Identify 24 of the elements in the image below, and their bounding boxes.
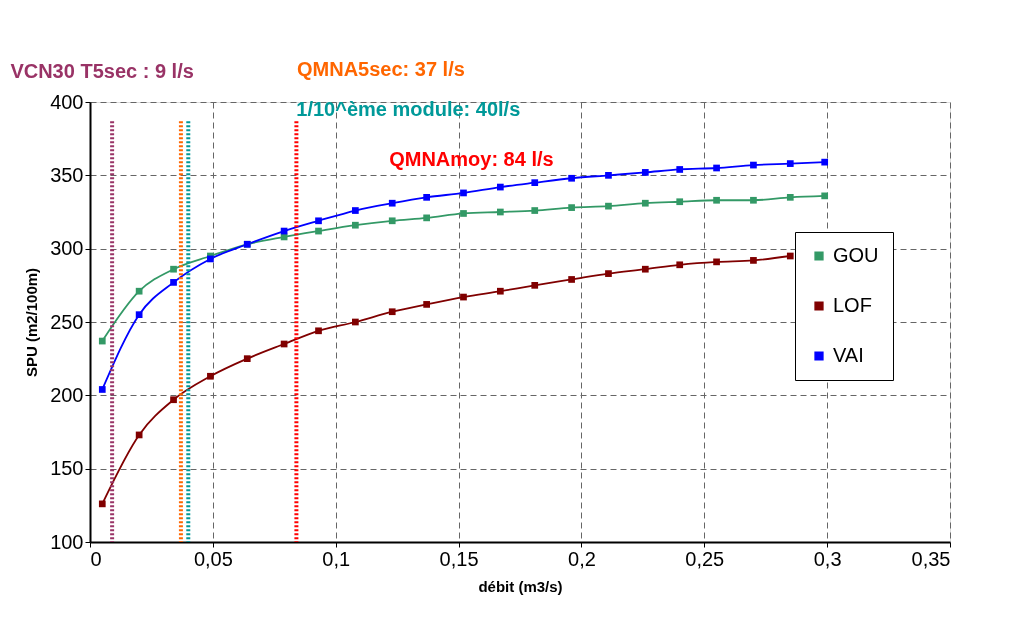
x-tick-label: 0,3 [813,547,842,570]
ref-line-label: QMNAmoy: 84 l/s [389,148,554,170]
ref-line-label: VCN30 T5sec : 9 l/s [10,60,194,82]
x-tick-label: 0,25 [685,547,725,570]
y-tick-label: 350 [50,163,84,186]
x-axis-title: débit (m3/s) [478,577,563,595]
x-tick-label: 0,35 [911,547,951,570]
y-tick-label: 300 [50,237,84,260]
legend-label: GOU [833,244,879,266]
x-tick-label: 0,15 [439,547,479,570]
y-axis-title: SPU (m2/100m) [23,267,41,378]
x-tick-label: 0,05 [193,547,233,570]
ref-line-label: QMNA5sec: 37 l/s [296,58,465,80]
legend-label: VAI [833,344,864,366]
y-tick-label: 100 [50,530,84,553]
x-tick-label: 0 [90,547,102,570]
y-tick-label: 400 [50,90,84,113]
ref-line-label: 1/10^ème module: 40l/s [296,98,521,120]
y-tick-label: 150 [50,457,84,480]
y-tick-label: 250 [50,310,84,333]
x-tick-label: 0,1 [322,547,351,570]
y-tick-label: 200 [50,383,84,406]
x-tick-label: 0,2 [568,547,596,570]
legend-label: LOF [833,294,872,316]
